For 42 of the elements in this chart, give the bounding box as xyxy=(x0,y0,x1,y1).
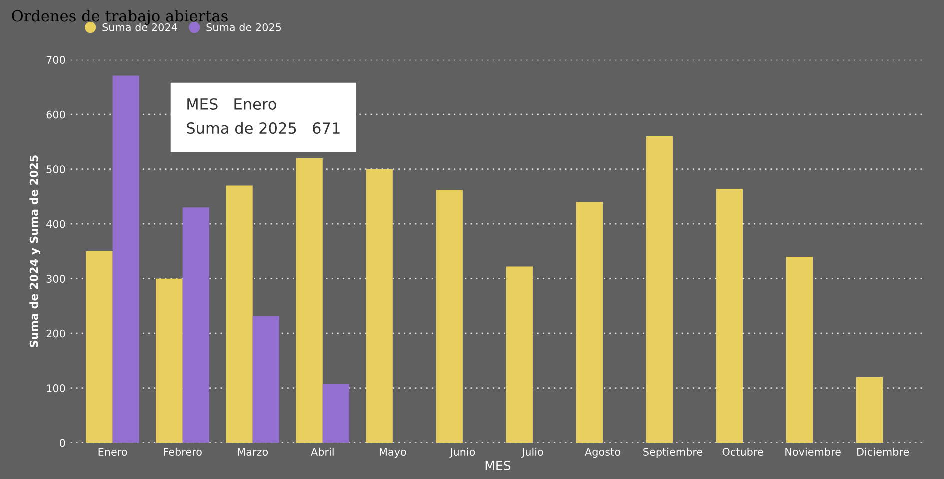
x-tick-label: Febrero xyxy=(164,448,202,456)
legend-label: Suma de 2025 xyxy=(206,23,282,32)
x-tick-label: Agosto xyxy=(585,448,620,458)
bar xyxy=(786,256,814,444)
bar xyxy=(296,158,323,444)
x-tick-label: Noviembre xyxy=(786,448,841,456)
bar xyxy=(182,208,210,444)
x-axis-title: MES xyxy=(486,461,511,470)
y-tick-label: 0 xyxy=(60,439,66,448)
bar xyxy=(252,316,280,444)
bar xyxy=(366,169,393,444)
bar xyxy=(646,136,674,444)
bar xyxy=(112,76,140,444)
x-tick-label: Diciembre xyxy=(858,448,910,456)
y-tick-label: 500 xyxy=(46,166,66,174)
legend-label: Suma de 2024 xyxy=(102,23,178,32)
x-tick-label: Septiembre xyxy=(644,448,703,458)
x-tick-label: Julio xyxy=(522,448,544,458)
x-tick-label: Marzo xyxy=(238,448,268,456)
annotation: MES Enero Suma de 2025 671 xyxy=(187,98,340,134)
bar xyxy=(86,251,113,444)
y-tick-label: 700 xyxy=(46,56,66,64)
bar xyxy=(436,190,463,444)
x-tick-label: Enero xyxy=(98,448,128,456)
y-tick-label: 300 xyxy=(46,275,66,283)
bar xyxy=(506,266,533,444)
x-tick-label: Mayo xyxy=(380,448,406,458)
chart-title: Ordenes de trabajo abiertas xyxy=(12,10,228,25)
bar xyxy=(576,202,603,444)
y-tick-label: 200 xyxy=(46,330,66,338)
x-tick-label: Abril xyxy=(311,448,334,456)
x-tick-label: Octubre xyxy=(722,448,764,456)
bar xyxy=(156,278,183,444)
bar xyxy=(226,186,253,444)
x-tick-label: Junio xyxy=(450,448,476,458)
y-axis-title: Suma de 2024 y Suma de 2025 xyxy=(30,156,40,348)
y-tick-label: 400 xyxy=(46,220,66,228)
bar xyxy=(856,377,884,444)
y-tick-label: 600 xyxy=(46,110,66,119)
bar xyxy=(716,189,744,444)
y-tick-label: 100 xyxy=(47,384,66,392)
bar xyxy=(322,384,350,444)
